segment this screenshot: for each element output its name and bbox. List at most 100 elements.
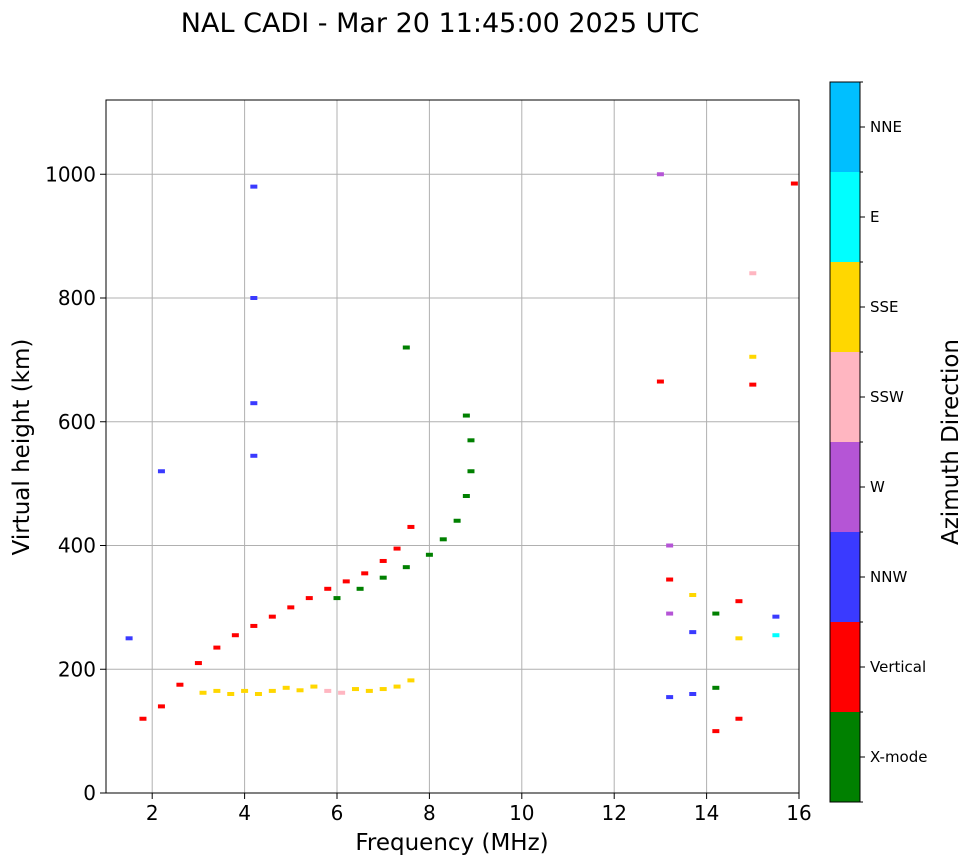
echo-point bbox=[324, 688, 332, 693]
colorbar-segment bbox=[830, 172, 860, 262]
echo-point bbox=[250, 296, 258, 300]
echo-point bbox=[735, 599, 743, 604]
colorbar-segment bbox=[830, 712, 860, 802]
echo-point bbox=[361, 571, 369, 576]
echo-point bbox=[241, 688, 249, 693]
echo-point bbox=[342, 579, 350, 584]
colorbar-segment bbox=[830, 442, 860, 532]
echo-point bbox=[254, 692, 262, 696]
x-tick-label: 8 bbox=[423, 801, 436, 825]
echo-point bbox=[439, 537, 447, 542]
colorbar-segment bbox=[830, 532, 860, 622]
plot-area bbox=[106, 100, 799, 793]
echo-point bbox=[268, 614, 276, 619]
echo-point bbox=[407, 678, 415, 683]
y-tick-label: 800 bbox=[58, 286, 96, 310]
x-axis-ticks: 2 4 6 8 10 12 14 16 bbox=[146, 793, 812, 825]
echo-point bbox=[356, 586, 364, 591]
plot-frame bbox=[105, 99, 800, 794]
series-4 bbox=[125, 172, 757, 641]
echo-point bbox=[250, 184, 258, 189]
colorbar-segment bbox=[830, 262, 860, 352]
colorbar-tick-label: X-mode bbox=[870, 748, 927, 766]
y-tick-label: 400 bbox=[58, 534, 96, 558]
colorbar: X-mode Vertical NNW W SSW SSE E NNE bbox=[829, 81, 927, 803]
echo-point bbox=[666, 611, 674, 616]
plot-background bbox=[106, 100, 799, 793]
echo-point bbox=[772, 633, 780, 638]
echo-point bbox=[666, 543, 674, 548]
echo-point bbox=[666, 695, 674, 700]
echo-point bbox=[402, 345, 410, 350]
echo-point bbox=[666, 577, 674, 582]
echo-point bbox=[157, 704, 165, 709]
y-tick-label: 1000 bbox=[45, 162, 96, 186]
x-tick-label: 2 bbox=[146, 801, 159, 825]
echo-point bbox=[287, 605, 295, 610]
echo-point bbox=[712, 611, 720, 616]
colorbar-segment bbox=[830, 622, 860, 712]
colorbar-segment bbox=[830, 82, 860, 172]
chart-title: NAL CADI - Mar 20 11:45:00 2025 UTC bbox=[181, 8, 699, 39]
x-tick-label: 16 bbox=[786, 801, 811, 825]
echo-point bbox=[365, 688, 373, 693]
echo-point bbox=[393, 546, 401, 551]
echo-point bbox=[213, 688, 221, 693]
y-tick-label: 0 bbox=[83, 781, 96, 805]
x-tick-label: 4 bbox=[238, 801, 251, 825]
colorbar-tick-label: NNW bbox=[870, 568, 907, 586]
echo-point bbox=[227, 692, 235, 696]
echo-point bbox=[462, 413, 470, 418]
y-axis-label: Virtual height (km) bbox=[9, 339, 35, 556]
data-marks bbox=[125, 172, 798, 734]
colorbar-tick-label: W bbox=[870, 478, 885, 496]
echo-point bbox=[402, 565, 410, 570]
y-tick-label: 600 bbox=[58, 410, 96, 434]
echo-point bbox=[462, 494, 470, 498]
series-1 bbox=[139, 524, 415, 721]
echo-point bbox=[712, 729, 720, 734]
echo-point bbox=[333, 596, 341, 601]
y-axis-ticks: 0 200 400 600 800 1000 bbox=[45, 162, 106, 805]
echo-point bbox=[268, 688, 276, 693]
x-axis-label: Frequency (MHz) bbox=[355, 830, 548, 856]
colorbar-label: Azimuth Direction bbox=[938, 339, 964, 545]
echo-point bbox=[467, 469, 475, 474]
series-3 bbox=[666, 181, 798, 734]
echo-point bbox=[790, 181, 798, 186]
echo-point bbox=[712, 685, 720, 690]
colorbar-segment bbox=[830, 352, 860, 442]
echo-point bbox=[407, 524, 415, 529]
echo-point bbox=[324, 586, 332, 591]
echo-point bbox=[250, 401, 258, 406]
echo-point bbox=[157, 469, 165, 474]
echo-point bbox=[425, 552, 433, 557]
echo-point bbox=[467, 438, 475, 443]
echo-point bbox=[749, 382, 757, 387]
echo-point bbox=[231, 633, 239, 638]
echo-point bbox=[689, 630, 697, 635]
series-2 bbox=[333, 413, 475, 601]
x-tick-label: 12 bbox=[601, 801, 626, 825]
echo-point bbox=[735, 636, 743, 641]
colorbar-tick-label: E bbox=[870, 208, 879, 226]
echo-point bbox=[453, 518, 461, 523]
echo-point bbox=[735, 716, 743, 721]
x-tick-label: 14 bbox=[694, 801, 719, 825]
echo-point bbox=[282, 685, 290, 690]
echo-point bbox=[351, 687, 359, 692]
colorbar-frame bbox=[829, 81, 861, 803]
echo-point bbox=[310, 684, 318, 689]
echo-point bbox=[139, 716, 147, 721]
colorbar-tick-label: Vertical bbox=[870, 658, 926, 676]
y-tick-label: 200 bbox=[58, 657, 96, 681]
grid-lines bbox=[106, 100, 800, 793]
echo-point bbox=[656, 172, 664, 177]
echo-point bbox=[656, 379, 664, 384]
echo-point bbox=[199, 690, 207, 695]
echo-point bbox=[250, 453, 258, 458]
echo-point bbox=[379, 558, 387, 563]
echo-point bbox=[749, 354, 757, 359]
echo-point bbox=[772, 614, 780, 619]
